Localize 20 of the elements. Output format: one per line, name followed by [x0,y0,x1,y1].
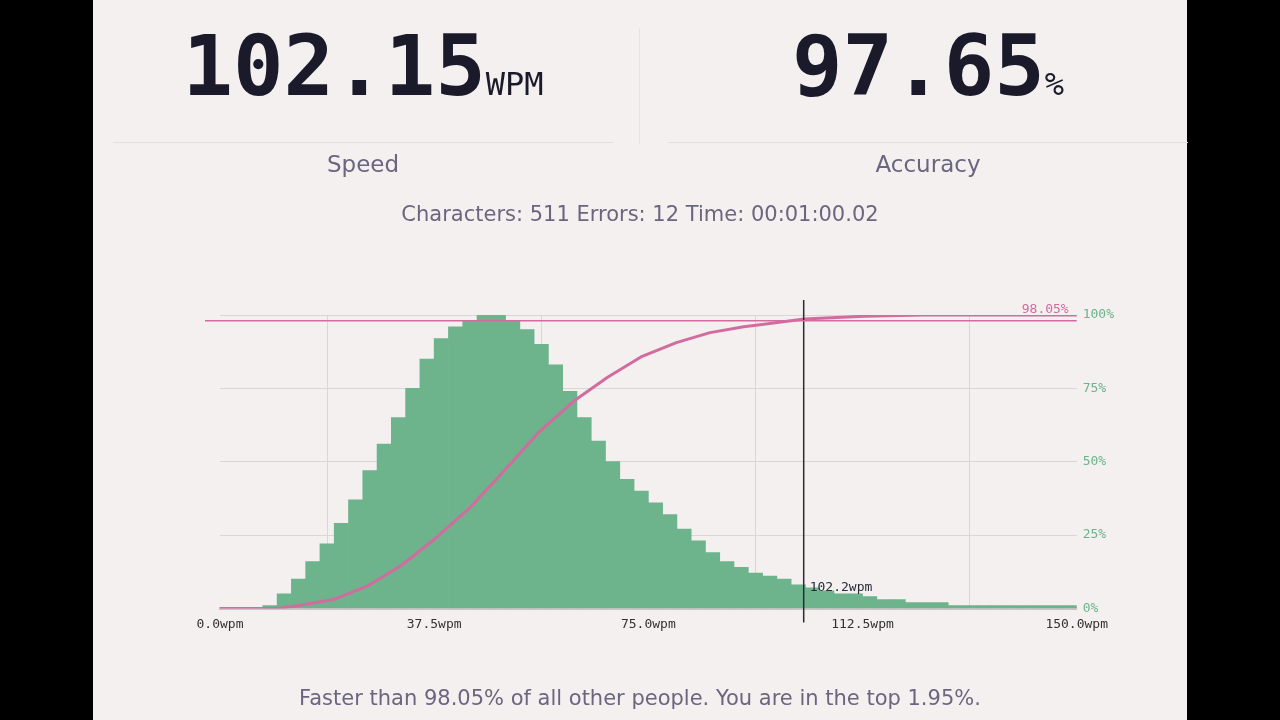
ref-line-label: 102.2wpm [809,579,873,595]
text: Faster than 98.05% of all other people. You are in the top 1.95%. [298,686,982,710]
text: Speed [325,151,401,177]
x-tick-label: 75.0wpm [620,615,676,631]
x-tick-label: 0.0wpm [196,615,244,631]
y2-tick-label: 50% [1082,453,1107,469]
text: 97.65 [791,17,1045,115]
text: WPM [485,65,544,103]
y2-tick-label: 75% [1082,379,1107,395]
x-tick-label: 112.5wpm [831,615,894,631]
ref-line-label: 98.05% [1021,300,1069,316]
x-tick-label: 150.0wpm [1045,615,1109,631]
y2-tick-label: 25% [1082,526,1107,542]
text: Characters: 511 Errors: 12 Time: 00:01:00.02 [400,202,880,226]
y2-tick-label: 100% [1082,306,1115,322]
text: % [1044,65,1065,103]
text: 102.15 [182,17,486,115]
y2-tick-label: 0% [1082,599,1099,615]
x-tick-label: 37.5wpm [406,615,462,631]
text: Accuracy [874,151,982,177]
